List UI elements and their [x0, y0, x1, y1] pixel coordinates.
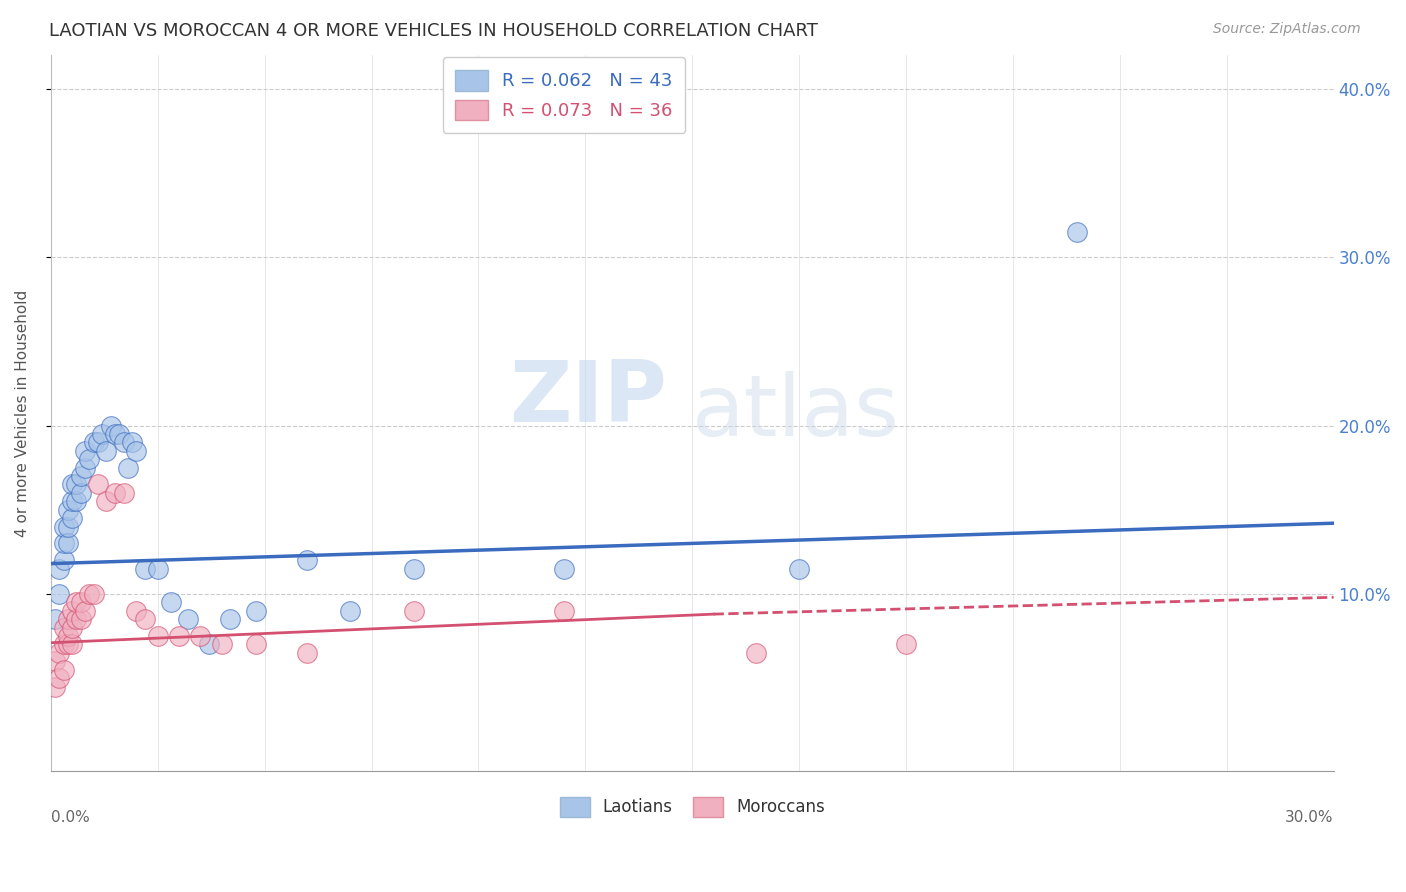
Y-axis label: 4 or more Vehicles in Household: 4 or more Vehicles in Household [15, 289, 30, 537]
Point [56, 502, 79, 516]
Point [134, 562, 156, 576]
Point [60, 621, 83, 635]
Point [44, 654, 66, 668]
Point [83, 435, 105, 450]
Point [104, 427, 127, 442]
Point [198, 637, 221, 651]
Point [65, 494, 87, 508]
Point [211, 637, 233, 651]
Point [125, 604, 148, 618]
Point [87, 477, 110, 491]
Point [48, 671, 70, 685]
Point [297, 553, 319, 567]
Point [48, 587, 70, 601]
Point [56, 629, 79, 643]
Text: 30.0%: 30.0% [1285, 810, 1334, 825]
Point [56, 536, 79, 550]
Point [117, 460, 139, 475]
Point [52, 637, 75, 651]
Point [553, 604, 575, 618]
Point [108, 427, 131, 442]
Point [44, 612, 66, 626]
Text: ZIP: ZIP [509, 357, 666, 440]
Point [96, 494, 118, 508]
Point [60, 637, 83, 651]
Point [404, 562, 426, 576]
Legend: Laotians, Moroccans: Laotians, Moroccans [553, 790, 831, 823]
Point [159, 595, 181, 609]
Text: 0.0%: 0.0% [51, 810, 90, 825]
Point [56, 519, 79, 533]
Point [83, 587, 105, 601]
Point [73, 443, 96, 458]
Point [69, 469, 91, 483]
Text: atlas: atlas [692, 371, 900, 454]
Point [404, 604, 426, 618]
Point [87, 435, 110, 450]
Point [65, 477, 87, 491]
Point [60, 477, 83, 491]
Point [112, 486, 135, 500]
Point [73, 460, 96, 475]
Point [146, 629, 169, 643]
Point [894, 637, 917, 651]
Point [219, 612, 242, 626]
Point [245, 604, 267, 618]
Point [56, 637, 79, 651]
Point [69, 595, 91, 609]
Point [60, 494, 83, 508]
Point [52, 519, 75, 533]
Point [745, 646, 768, 660]
Point [52, 536, 75, 550]
Point [48, 562, 70, 576]
Point [146, 562, 169, 576]
Text: Source: ZipAtlas.com: Source: ZipAtlas.com [1213, 22, 1361, 37]
Point [121, 435, 143, 450]
Point [52, 621, 75, 635]
Point [65, 595, 87, 609]
Point [190, 629, 212, 643]
Point [104, 486, 127, 500]
Point [69, 612, 91, 626]
Point [96, 443, 118, 458]
Point [100, 418, 122, 433]
Point [60, 604, 83, 618]
Point [69, 486, 91, 500]
Point [48, 646, 70, 660]
Point [112, 435, 135, 450]
Point [60, 511, 83, 525]
Point [73, 604, 96, 618]
Point [79, 587, 101, 601]
Point [65, 612, 87, 626]
Point [125, 443, 148, 458]
Text: LAOTIAN VS MOROCCAN 4 OR MORE VEHICLES IN HOUSEHOLD CORRELATION CHART: LAOTIAN VS MOROCCAN 4 OR MORE VEHICLES I… [49, 22, 818, 40]
Point [134, 612, 156, 626]
Point [176, 612, 198, 626]
Point [52, 663, 75, 677]
Point [787, 562, 810, 576]
Point [52, 553, 75, 567]
Point [167, 629, 190, 643]
Point [56, 612, 79, 626]
Point [245, 637, 267, 651]
Point [79, 452, 101, 467]
Point [339, 604, 361, 618]
Point [91, 427, 114, 442]
Point [1066, 225, 1088, 239]
Point [44, 680, 66, 694]
Point [553, 562, 575, 576]
Point [297, 646, 319, 660]
